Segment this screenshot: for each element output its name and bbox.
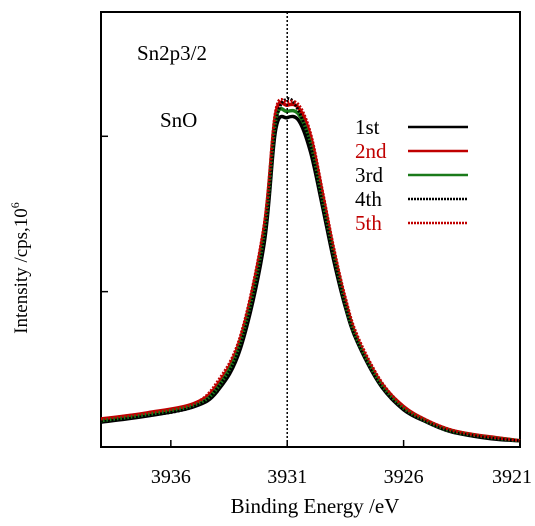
annotation-line: Sn2p3/2 (137, 41, 207, 65)
x-tick-label-1: 3931 (267, 466, 307, 488)
plot-frame (100, 11, 521, 448)
legend-label-2: 2nd (355, 139, 387, 163)
y-axis-label-main: Intensity /cps,10 (11, 208, 32, 334)
y-axis-label-exponent: 6 (8, 202, 22, 208)
x-tick-label-0: 3936 (151, 466, 191, 488)
plot-area (100, 11, 521, 448)
series-line-5 (100, 97, 521, 442)
x-tick-label-2: 3926 (384, 466, 424, 488)
series-layer (100, 97, 521, 443)
annotation-compound: SnO (160, 108, 197, 132)
legend-label-1: 1st (355, 115, 380, 139)
legend-label-3: 3rd (355, 163, 383, 187)
x-tick-label-3: 3921 (492, 466, 532, 488)
series-line-4 (100, 97, 521, 443)
x-tick-labels: 3936 3931 3926 3921 (151, 466, 532, 488)
legend-label-5: 5th (355, 211, 382, 235)
series-line-1 (100, 114, 521, 443)
x-axis-label: Binding Energy /eV (231, 494, 400, 518)
y-axis-label: Intensity /cps,106 (8, 202, 32, 334)
ticks-layer (101, 135, 521, 447)
legend-label-4: 4th (355, 187, 382, 211)
